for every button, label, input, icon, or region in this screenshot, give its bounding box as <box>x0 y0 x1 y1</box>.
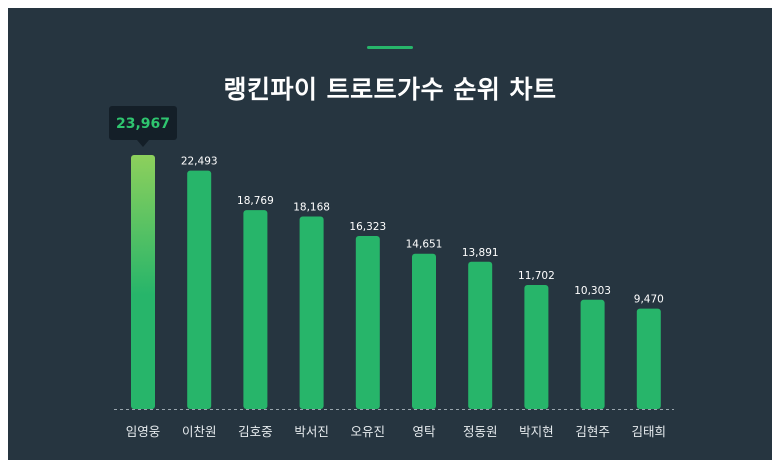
value-label-4: 18,168 <box>293 201 330 213</box>
bar-6 <box>412 253 436 409</box>
bar-chart: 23,967 임영웅 22,493 이찬원 18,769 김호중 18,168 박서진 16,3… <box>109 106 674 439</box>
bar-5 <box>355 236 380 409</box>
bar-4 <box>299 216 324 409</box>
title-accent-line <box>367 46 413 49</box>
value-label-5: 16,323 <box>349 221 386 233</box>
category-label-3: 김호중 <box>238 424 273 439</box>
category-label-5: 오유진 <box>351 424 386 439</box>
value-label-1: 23,967 <box>116 116 170 132</box>
category-label-4: 박서진 <box>294 424 329 439</box>
chart-title: 랭킨파이 트로트가수 순위 차트 <box>223 75 557 104</box>
category-label-9: 김현주 <box>575 424 610 439</box>
value-label-3: 18,769 <box>237 195 274 207</box>
category-label-1: 임영웅 <box>126 424 161 439</box>
value-tooltip <box>109 106 177 140</box>
bar-1 <box>131 155 155 409</box>
chart-panel: 랭킨파이 트로트가수 순위 차트 23,967 임영웅 22,493 이찬원 18,76… <box>8 8 772 460</box>
value-label-2: 22,493 <box>181 156 218 168</box>
value-label-6: 14,651 <box>406 239 443 251</box>
category-label-2: 이찬원 <box>182 424 217 439</box>
bar-9 <box>580 299 605 409</box>
tooltip-pointer <box>137 140 149 147</box>
bar-10 <box>636 308 661 409</box>
value-label-7: 13,891 <box>462 247 499 259</box>
category-label-10: 김태희 <box>632 424 667 439</box>
bar-7 <box>468 261 493 409</box>
category-label-6: 영탁 <box>412 424 436 439</box>
value-label-9: 10,303 <box>574 285 611 297</box>
category-label-8: 박지현 <box>519 424 554 439</box>
bar-8 <box>524 284 549 409</box>
value-label-8: 11,702 <box>518 270 555 282</box>
bar-3 <box>243 210 268 409</box>
category-label-7: 정동원 <box>463 424 498 439</box>
bar-2 <box>187 170 212 409</box>
value-label-10: 9,470 <box>634 294 664 306</box>
